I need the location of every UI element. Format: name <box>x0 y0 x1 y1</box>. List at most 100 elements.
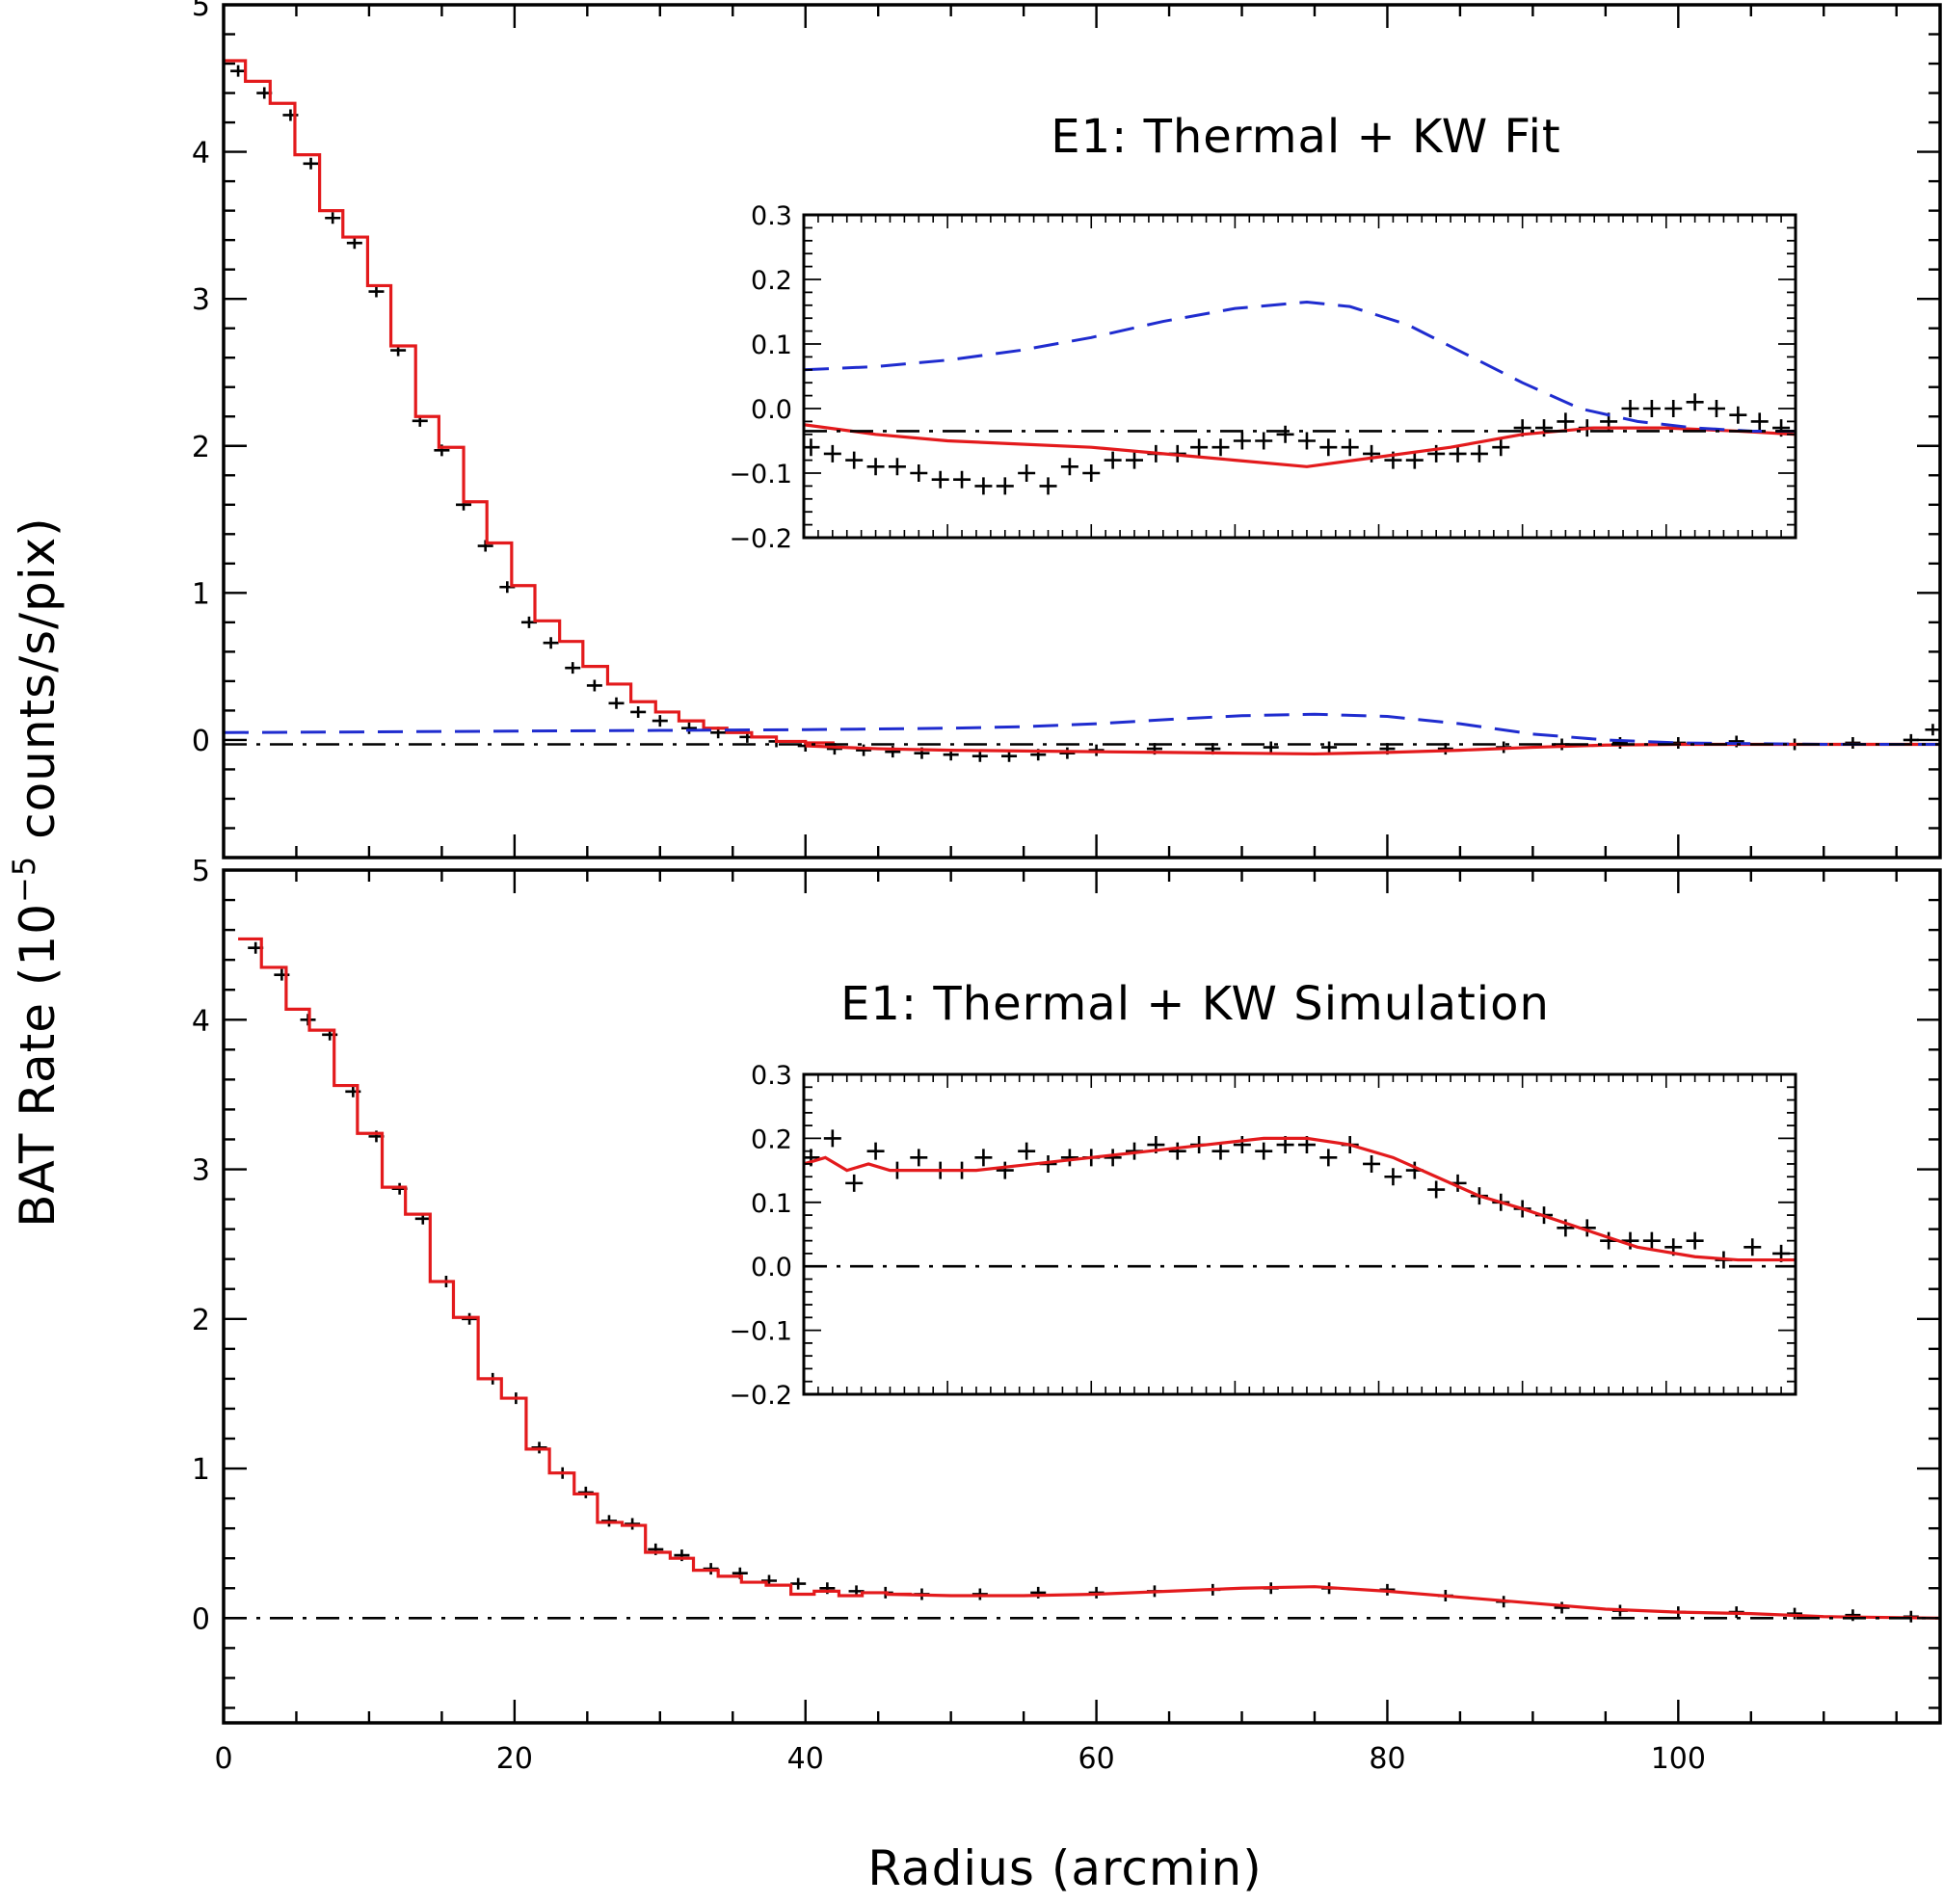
bottom-panel-x-tick-label: 40 <box>787 1742 824 1776</box>
top-panel-series-2-model <box>805 742 1940 756</box>
top-panel-plot-area <box>224 59 1940 762</box>
bottom-panel-inset-data-point <box>910 1149 928 1167</box>
top-panel-inset-data-point <box>1211 438 1230 457</box>
bottom-panel-inset-data-point <box>866 1142 885 1160</box>
top-panel-inset-data-point <box>1449 444 1467 463</box>
top-panel-inset-data-point <box>1233 432 1251 450</box>
top-panel-series-1-model <box>224 59 835 745</box>
top-panel-inset-data-point <box>888 458 906 476</box>
top-panel-y-tick-label: 5 <box>192 0 210 23</box>
top-panel-data-point <box>543 637 559 649</box>
top-panel-inset-plot-area <box>804 300 1796 495</box>
top-panel-inset-data-point <box>953 470 972 489</box>
bottom-panel-inset-data-point <box>1319 1149 1338 1167</box>
top-panel-data-point <box>586 679 602 692</box>
bottom-panel-y-tick-label: 0 <box>192 1602 210 1636</box>
bottom-panel-title: E1: Thermal + KW Simulation <box>840 977 1550 1031</box>
top-panel-inset-data-point <box>910 464 928 482</box>
top-panel-data-point <box>608 697 625 709</box>
top-panel-inset-data-point <box>1363 444 1381 463</box>
top-panel-data-point <box>325 212 341 225</box>
top-panel-data-point <box>1321 741 1338 754</box>
bottom-panel-x-tick-label: 100 <box>1651 1742 1706 1776</box>
top-panel-y-tick-label: 3 <box>192 283 210 317</box>
top-panel-data-point <box>680 722 697 734</box>
top-panel-inset-data-point <box>1190 438 1209 457</box>
top-panel-inset-data-point <box>1297 432 1316 450</box>
top-panel-inset-data-point <box>1082 464 1101 482</box>
bottom-panel-x-tick-label: 20 <box>496 1742 533 1776</box>
top-panel-data-point <box>1059 747 1076 759</box>
top-panel-inset-data-point <box>1557 412 1575 431</box>
top-panel-inset-data-point <box>845 451 864 469</box>
top-panel-data-point <box>346 237 362 250</box>
top-panel-y-tick-label: 4 <box>192 137 210 171</box>
top-panel-inset-background <box>804 215 1796 538</box>
top-panel-inset-data-point <box>1104 451 1122 469</box>
top-panel-inset-data-point <box>974 477 993 495</box>
bottom-panel-inset-data-point <box>1255 1142 1273 1160</box>
top-panel: 0 1 2 3 4 5 E1: Thermal + KW Fit −0.2 −0.1 0.0 0.1… <box>192 0 1942 859</box>
top-panel-inset-data-point <box>1126 451 1143 469</box>
bottom-panel-inset-data-point <box>1211 1142 1230 1160</box>
top-panel-inset-y-tick-label: −0.1 <box>729 460 792 489</box>
x-axis-title: Radius (arcmin) <box>867 1840 1262 1896</box>
bottom-panel-inset-plot-area <box>804 1129 1796 1269</box>
top-panel-data-point <box>972 750 988 762</box>
bottom-panel-series-2-model <box>887 1585 1940 1620</box>
top-panel-inset-data-point <box>1255 432 1273 450</box>
bottom-panel-y-tick-label: 2 <box>192 1304 210 1337</box>
top-panel-data-point <box>230 65 247 77</box>
top-panel-inset-y-tick-label: 0.1 <box>751 331 792 360</box>
top-panel-inset-data-point <box>1470 444 1488 463</box>
bottom-panel-inset-data-point <box>845 1174 864 1192</box>
top-panel-inset-data-point <box>1319 438 1338 457</box>
bottom-panel-inset-frame <box>802 1072 1797 1396</box>
top-panel-inset-data-point <box>931 470 949 489</box>
top-panel-inset-data-point <box>996 477 1014 495</box>
bottom-panel-inset-data-point <box>1233 1136 1251 1154</box>
top-panel-inset-series-2-kw_component <box>804 300 1796 433</box>
top-panel-inset-data-point <box>1686 393 1704 411</box>
bottom-panel-x-tick-label: 80 <box>1369 1742 1405 1776</box>
bottom-panel-inset-data-point <box>1168 1142 1186 1160</box>
top-panel-inset-data-point <box>1060 458 1078 476</box>
top-panel-series-3-kw_component <box>224 712 1940 747</box>
top-panel-inset-data-point <box>1750 412 1769 431</box>
top-panel-inset-data-point <box>1341 438 1359 457</box>
top-panel-data-point <box>652 715 668 727</box>
top-panel-inset-data-point <box>1039 477 1057 495</box>
bottom-panel-inset-data-point <box>1686 1231 1704 1250</box>
top-panel-inset-data-point <box>866 458 885 476</box>
top-panel-inset-y-tick-label: 0.0 <box>751 395 792 425</box>
bottom-panel-inset-data-point <box>1621 1231 1639 1250</box>
top-panel-data-point <box>368 285 385 298</box>
top-panel-inset-data-point <box>1492 438 1510 457</box>
top-panel-y-tick-label: 0 <box>192 725 210 758</box>
top-panel-data-point <box>1611 736 1628 749</box>
bottom-panel-inset-data-point <box>974 1149 993 1167</box>
top-panel-y-tick-label: 2 <box>192 431 210 464</box>
top-panel-inset-frame <box>802 213 1797 540</box>
bottom-panel-inset-y-tick-label: 0.0 <box>751 1253 792 1283</box>
top-panel-data-point <box>565 662 581 674</box>
top-panel-inset-y-tick-label: 0.2 <box>751 266 792 296</box>
bottom-panel-x-tick-label: 60 <box>1078 1742 1114 1776</box>
top-panel-inset-data-point <box>1621 400 1639 417</box>
bottom-panel-x-tick-label: 0 <box>214 1742 232 1776</box>
top-panel-inset-data-point <box>1018 464 1036 482</box>
bottom-panel-inset-y-tick-label: 0.3 <box>751 1061 792 1091</box>
top-panel-data-point <box>1925 724 1940 736</box>
top-panel-inset-y-tick-label: −0.2 <box>729 524 792 554</box>
bottom-panel-inset-data-point <box>823 1129 841 1148</box>
bottom-panel-inset-y-tick-label: 0.1 <box>751 1189 792 1219</box>
top-panel-inset-data-point <box>1405 451 1424 469</box>
top-panel-inset: −0.2 −0.1 0.0 0.1 0.2 0.3 <box>729 201 1797 554</box>
y-axis-title-suffix: counts/s/pix) <box>10 516 66 855</box>
bottom-panel-data-point <box>1554 1601 1570 1614</box>
bottom-panel-inset-data-point <box>1363 1154 1381 1173</box>
top-panel-inset-y-tick-label: 0.3 <box>751 201 792 231</box>
bottom-panel-data-point <box>1787 1607 1803 1620</box>
bottom-panel-inset-data-point <box>996 1161 1014 1179</box>
bottom-panel-inset-data-point <box>1427 1180 1446 1199</box>
